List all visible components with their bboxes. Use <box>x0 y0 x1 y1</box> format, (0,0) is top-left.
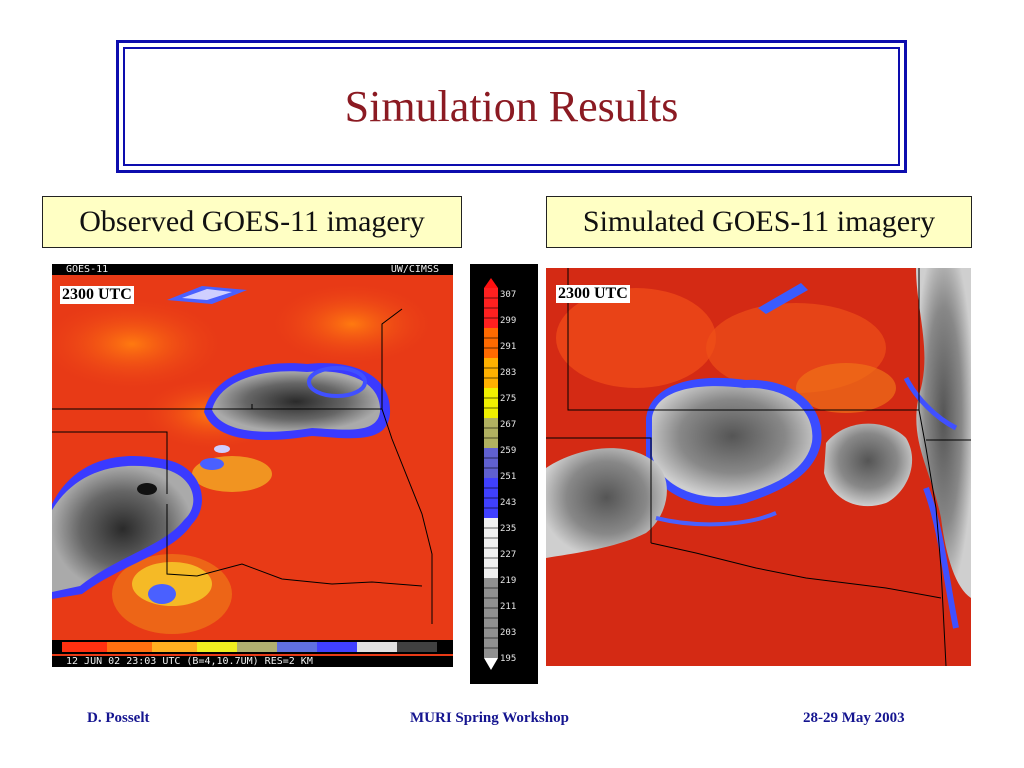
colorbar-tick: 307 <box>500 290 517 300</box>
colorbar-tick: 211 <box>500 602 517 612</box>
observed-time-label: 2300 UTC <box>60 286 134 304</box>
colorbar-tick: 283 <box>500 368 517 378</box>
observed-footer-bar: 12 JUN 02 23:03 UTC (B=4,10.7UM) RES=2 K… <box>52 656 453 667</box>
colorbar-tick: 267 <box>500 420 517 430</box>
colorbar-tick: 299 <box>500 316 517 326</box>
colorbar-tick: 219 <box>500 576 517 586</box>
colorbar-tick: 203 <box>500 628 517 638</box>
observed-caption: Observed GOES-11 imagery <box>42 196 462 248</box>
slide-title: Simulation Results <box>344 82 679 131</box>
author-label: D. Posselt <box>87 710 150 726</box>
colorbar-tick-labels: 307 299 291 283 275 267 259 251 243 235 … <box>500 290 536 670</box>
date-label: 28-29 May 2003 <box>803 710 905 726</box>
colorbar-tick: 259 <box>500 446 517 456</box>
temperature-colorbar: 307 299 291 283 275 267 259 251 243 235 … <box>470 264 538 684</box>
simulated-caption: Simulated GOES-11 imagery <box>546 196 972 248</box>
title-box: Simulation Results <box>116 40 907 173</box>
colorbar-tick: 251 <box>500 472 517 482</box>
colorbar-tick: 235 <box>500 524 517 534</box>
observed-satellite-image: GOES-11 UW/CIMSS 2300 UTC 12 JUN 02 23:0… <box>52 264 453 667</box>
colorbar-tick: 227 <box>500 550 517 560</box>
source-label: UW/CIMSS <box>390 264 439 275</box>
satellite-name: GOES-11 <box>66 264 109 275</box>
colorbar-tick: 243 <box>500 498 517 508</box>
simulated-satellite-image: 2300 UTC <box>546 268 971 666</box>
colorbar-tick: 291 <box>500 342 517 352</box>
colorbar-tick: 195 <box>500 654 517 664</box>
colorbar-tick: 275 <box>500 394 517 404</box>
simulated-image-graphic <box>546 268 971 666</box>
simulated-time-label: 2300 UTC <box>556 285 630 303</box>
event-label: MURI Spring Workshop <box>410 710 569 726</box>
colorbar-scale <box>484 278 498 670</box>
observed-image-graphic <box>52 264 453 667</box>
observed-header-bar: GOES-11 UW/CIMSS <box>52 264 453 275</box>
